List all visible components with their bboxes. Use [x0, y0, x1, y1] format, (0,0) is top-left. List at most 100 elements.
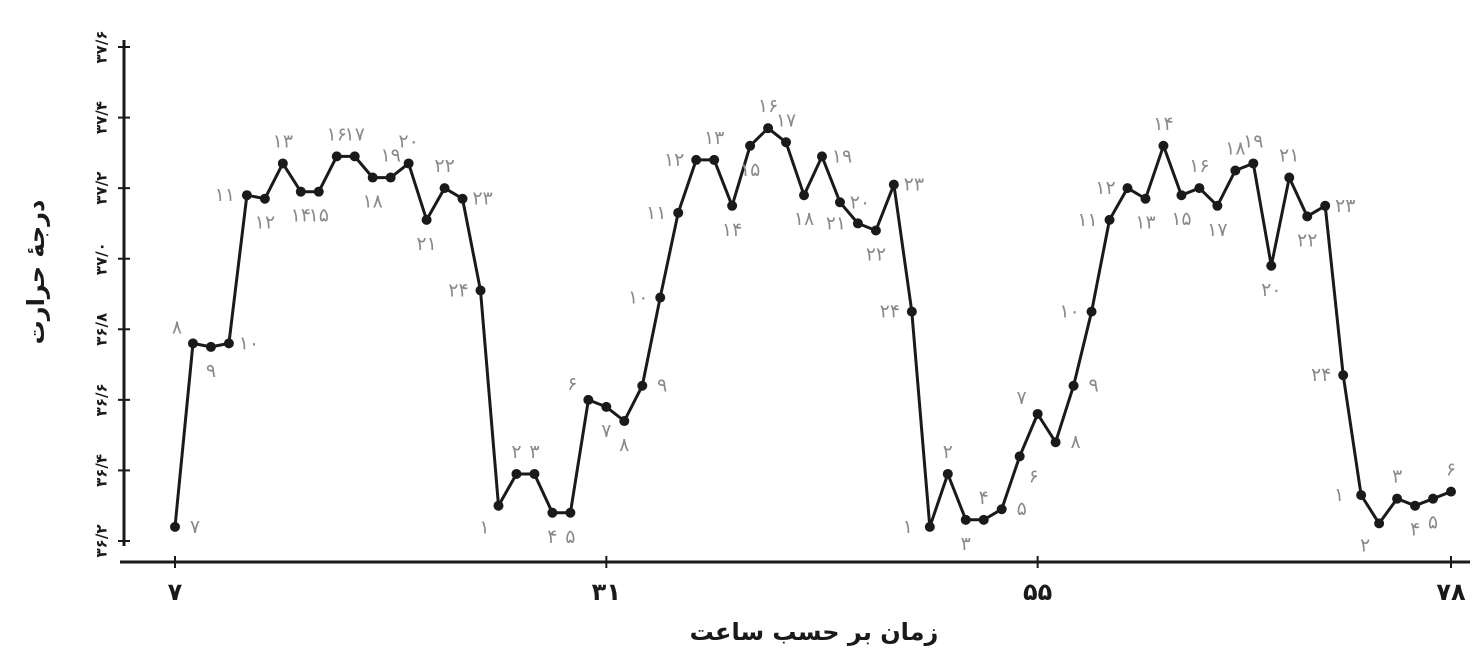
x-tick-label: ۷ [168, 578, 183, 606]
y-tick-label: ۳۷/۶ [93, 31, 111, 64]
data-point [1428, 493, 1439, 504]
data-label: ۱۵ [740, 159, 760, 181]
data-label: ۲۰ [850, 191, 870, 213]
data-label: ۹ [206, 360, 216, 382]
data-point [529, 468, 540, 479]
data-label: ۱۲ [255, 212, 275, 234]
data-label: ۱۶ [1189, 155, 1209, 177]
data-label: ۲۳ [1335, 195, 1355, 217]
data-label: ۲۱ [416, 233, 436, 255]
data-point [888, 179, 899, 190]
data-point [1104, 214, 1115, 225]
data-label: ۲ [511, 441, 521, 463]
data-point [673, 207, 684, 218]
data-point [295, 186, 306, 197]
data-point [745, 140, 756, 151]
data-label: ۵ [1428, 512, 1438, 534]
data-point [942, 468, 953, 479]
data-label: ۱۹ [380, 145, 400, 167]
y-axis: ۳۶/۲ ۳۶/۴ ۳۶/۶ ۳۶/۸ ۳۷/۰ ۳۷/۲ ۳۷/۴ ۳۷/۶ [93, 31, 130, 558]
data-point [1302, 211, 1313, 222]
data-label: ۸ [1071, 431, 1081, 453]
data-label: ۲۰ [398, 130, 418, 152]
data-label: ۴ [979, 487, 989, 509]
x-ticks: ۷ ۳۱ ۵۵ ۷۸ [168, 556, 1466, 606]
y-tick-label: ۳۷/۰ [93, 242, 111, 275]
data-label: ۲ [1360, 534, 1370, 556]
data-label: ۱۵ [309, 205, 329, 227]
x-axis: ۷ ۳۱ ۵۵ ۷۸ [120, 556, 1470, 606]
data-point [565, 507, 576, 518]
data-point [978, 514, 989, 525]
data-point [960, 514, 971, 525]
data-point [457, 193, 468, 204]
data-label: ۱۱ [1077, 209, 1097, 231]
x-tick-label: ۵۵ [1023, 578, 1052, 606]
x-tick-label: ۷۸ [1436, 578, 1466, 606]
data-label: ۲۰ [1261, 279, 1281, 301]
data-label: ۲ [943, 441, 953, 463]
data-label: ۱۴ [1153, 113, 1173, 135]
data-point [1356, 490, 1367, 501]
data-label: ۳ [529, 441, 539, 463]
y-tick-label: ۳۶/۸ [93, 313, 111, 346]
data-point [349, 151, 360, 162]
data-label: ۵ [565, 526, 575, 548]
data-label: ۲۱ [1279, 145, 1299, 167]
data-label: ۲۳ [904, 174, 924, 196]
data-point [1014, 451, 1025, 462]
data-label: ۱۷ [776, 109, 796, 131]
data-point [619, 416, 630, 427]
data-label: ۱۶ [327, 123, 347, 145]
data-point [1212, 200, 1223, 211]
data-point [547, 507, 558, 518]
data-label: ۲۴ [1311, 364, 1331, 386]
data-label: ۶ [1446, 459, 1456, 481]
y-tick-label: ۳۶/۲ [93, 525, 111, 558]
data-label: ۱۴ [291, 205, 311, 227]
data-point [223, 338, 234, 349]
data-point [1284, 172, 1295, 183]
data-label: ۱۰ [1059, 301, 1079, 323]
data-point [187, 338, 198, 349]
data-point [511, 468, 522, 479]
data-point [1266, 260, 1277, 271]
data-point [709, 154, 720, 165]
data-label: ۱۳ [273, 130, 293, 152]
data-point [475, 285, 486, 296]
data-point [1140, 193, 1151, 204]
x-tick-label: ۳۱ [592, 578, 621, 606]
data-label: ۶ [567, 373, 577, 395]
data-point [601, 401, 612, 412]
data-label: ۱۰ [628, 287, 648, 309]
data-label: ۸ [619, 434, 629, 456]
data-label: ۶ [1029, 465, 1039, 487]
data-point [170, 521, 180, 532]
data-label: ۱۹ [832, 145, 852, 167]
data-label: ۹ [657, 375, 667, 397]
y-tick-label: ۳۷/۴ [93, 101, 111, 134]
data-point [691, 154, 702, 165]
data-point [421, 214, 432, 225]
data-point [385, 172, 396, 183]
data-label: ۷ [1017, 387, 1027, 409]
data-point [637, 380, 648, 391]
data-label: ۳ [961, 533, 971, 555]
y-axis-title: درجهٔ حرارت [22, 200, 50, 345]
data-label: ۱۹ [1243, 130, 1263, 152]
y-tick-label: ۳۷/۲ [93, 172, 111, 205]
data-label: ۲۱ [826, 212, 846, 234]
data-point [1050, 437, 1061, 448]
data-point [1194, 183, 1205, 194]
data-point [1230, 165, 1241, 176]
data-point [331, 151, 342, 162]
data-label: ۱۱ [646, 202, 666, 224]
data-point [259, 193, 270, 204]
data-point [277, 158, 288, 169]
data-point [241, 190, 252, 201]
data-point [1320, 200, 1331, 211]
data-label: ۱۱ [215, 184, 235, 206]
data-point [781, 137, 792, 148]
